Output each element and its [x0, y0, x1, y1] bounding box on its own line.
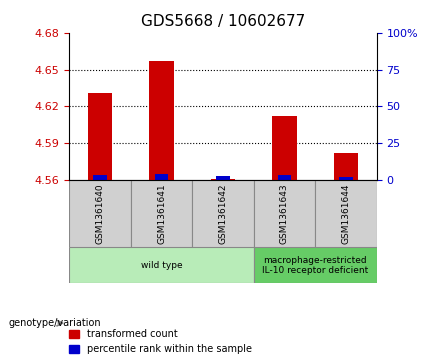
Bar: [155, 174, 168, 180]
Text: GSM1361641: GSM1361641: [157, 183, 166, 244]
Bar: [339, 177, 353, 180]
Bar: [149, 61, 174, 180]
Bar: [131, 180, 192, 247]
Text: GSM1361644: GSM1361644: [342, 183, 350, 244]
Bar: [334, 153, 358, 180]
Bar: [69, 247, 254, 283]
Text: GSM1361640: GSM1361640: [96, 183, 104, 244]
Bar: [216, 176, 230, 180]
Text: macrophage-restricted
IL-10 receptor deficient: macrophage-restricted IL-10 receptor def…: [262, 256, 368, 275]
Title: GDS5668 / 10602677: GDS5668 / 10602677: [141, 14, 305, 29]
Bar: [88, 93, 112, 180]
Bar: [192, 180, 254, 247]
Text: GSM1361642: GSM1361642: [219, 183, 227, 244]
Bar: [93, 175, 107, 180]
Bar: [254, 247, 377, 283]
Bar: [211, 179, 235, 180]
Legend: transformed count, percentile rank within the sample: transformed count, percentile rank withi…: [65, 326, 256, 358]
Bar: [278, 175, 291, 180]
Bar: [315, 180, 377, 247]
Bar: [254, 180, 315, 247]
Text: GSM1361643: GSM1361643: [280, 183, 289, 244]
Text: wild type: wild type: [141, 261, 182, 270]
Bar: [69, 180, 131, 247]
Bar: [272, 116, 297, 180]
Text: genotype/variation: genotype/variation: [9, 318, 101, 328]
